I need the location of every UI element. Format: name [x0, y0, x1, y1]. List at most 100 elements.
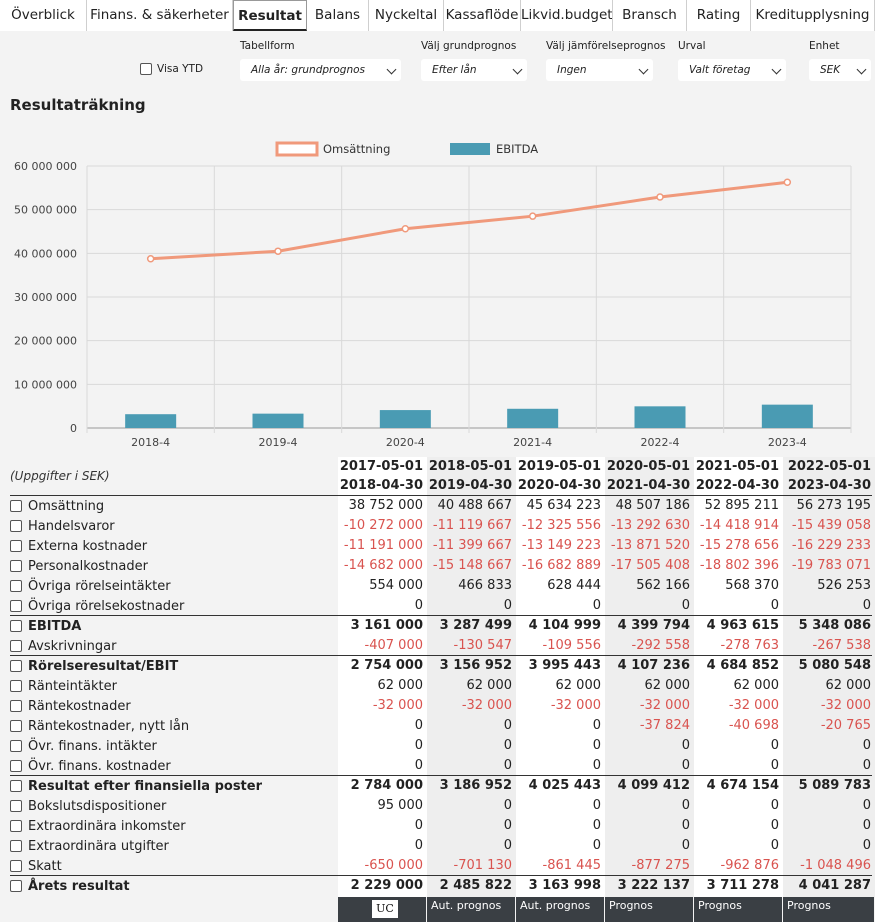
row-checkbox[interactable] [10, 680, 22, 692]
table-cell: 0 [681, 798, 690, 813]
table-cell: -650 000 [364, 858, 423, 873]
tab-kreditupplysning[interactable]: Kreditupplysning [751, 0, 875, 31]
table-cell: 3 161 000 [350, 618, 423, 633]
row-checkbox[interactable] [10, 540, 22, 552]
table-cell: -32 000 [728, 698, 779, 713]
row-checkbox[interactable] [10, 720, 22, 732]
tab-resultat[interactable]: Resultat [233, 0, 307, 31]
row-checkbox[interactable] [10, 500, 22, 512]
row-label-text: Räntekostnader [28, 698, 131, 714]
table-row: Räntekostnader, nytt lån 0 0 0 -37 824 -40 69… [0, 716, 875, 736]
tabellform-label: Tabellform [240, 40, 295, 52]
table-cell: -278 763 [720, 638, 779, 653]
ebitda-bar [761, 404, 813, 428]
x-tick-label: 2021-4 [513, 436, 552, 449]
table-cell: -962 876 [720, 858, 779, 873]
row-checkbox[interactable] [10, 600, 22, 612]
ebitda-bar [634, 406, 686, 428]
tab-likvid-budget[interactable]: Likvid.budget [521, 0, 613, 31]
source-footer: Aut. prognos [516, 897, 604, 922]
table-cell: 0 [592, 818, 601, 833]
grundprognos-select[interactable]: Efter lån [421, 59, 527, 81]
row-label-text: Externa kostnader [28, 538, 148, 554]
chevron-down-icon [638, 64, 649, 75]
row-checkbox[interactable] [10, 700, 22, 712]
table-cell: 3 287 499 [439, 618, 512, 633]
row-checkbox[interactable] [10, 780, 22, 792]
period-header: 2020-05-01 2021-04-30 [605, 457, 694, 495]
table-cell: 0 [503, 798, 512, 813]
row-checkbox[interactable] [10, 840, 22, 852]
row-checkbox[interactable] [10, 880, 22, 892]
legend-label: Omsättning [323, 142, 390, 156]
table-cell: 4 025 443 [528, 778, 601, 793]
row-label-text: Extraordinära inkomster [28, 818, 186, 834]
row-checkbox[interactable] [10, 800, 22, 812]
ebitda-bar [252, 413, 304, 428]
table-cell: -14 418 914 [699, 518, 779, 533]
row-label-text: Bokslutsdispositioner [28, 798, 167, 814]
ytd-checkbox[interactable] [140, 63, 152, 75]
legend-swatch-ebitda [450, 143, 490, 155]
y-tick-label: 10 000 000 [14, 378, 77, 391]
period-column [605, 457, 694, 897]
row-checkbox[interactable] [10, 740, 22, 752]
table-cell: 38 752 000 [348, 498, 423, 513]
row-checkbox[interactable] [10, 560, 22, 572]
enhet-label: Enhet [809, 40, 840, 52]
row-checkbox[interactable] [10, 620, 22, 632]
table-cell: 62 000 [644, 678, 691, 693]
tab-nyckeltal[interactable]: Nyckeltal [369, 0, 444, 31]
grundprognos-label: Välj grundprognos [421, 40, 517, 52]
period-to: 2019-04-30 [428, 478, 512, 493]
row-label: Räntekostnader, nytt lån [10, 716, 189, 736]
tab-balans[interactable]: Balans [307, 0, 369, 31]
table-row: Omsättning 38 752 000 40 488 667 45 634 223… [0, 496, 875, 516]
period-to: 2020-04-30 [517, 478, 601, 493]
jamforelse-label: Välj jämförelseprognos [546, 40, 666, 52]
table-cell: 0 [503, 818, 512, 833]
source-footer: Aut. prognos [427, 897, 515, 922]
tab-rating[interactable]: Rating [687, 0, 751, 31]
table-cell: 0 [862, 798, 871, 813]
table-cell: 0 [503, 598, 512, 613]
row-checkbox[interactable] [10, 660, 22, 672]
urval-label: Urval [678, 40, 706, 52]
table-cell: 628 444 [547, 578, 601, 593]
row-checkbox[interactable] [10, 520, 22, 532]
source-footer: Prognos [605, 897, 693, 922]
jamforelse-select[interactable]: Ingen [546, 59, 653, 81]
table-row: Övriga rörelseintäkter 554 000 466 833 628 … [0, 576, 875, 596]
table-cell: 0 [681, 598, 690, 613]
table-cell: 62 000 [733, 678, 780, 693]
tabellform-select[interactable]: Alla år: grundprognos [240, 59, 401, 81]
table-cell: 4 684 852 [706, 658, 779, 673]
row-checkbox[interactable] [10, 640, 22, 652]
y-tick-label: 50 000 000 [14, 204, 77, 217]
row-checkbox[interactable] [10, 580, 22, 592]
row-checkbox[interactable] [10, 860, 22, 872]
tab-kassaflöde[interactable]: Kassaflöde [444, 0, 521, 31]
unit-note: (Uppgifter i SEK) [10, 469, 110, 483]
row-label-text: Skatt [28, 858, 62, 874]
table-row: Rörelseresultat/EBIT 2 754 000 3 156 952 3 … [0, 656, 875, 676]
ytd-toggle[interactable]: Visa YTD [140, 63, 203, 75]
table-cell: 4 963 615 [706, 618, 779, 633]
enhet-select[interactable]: SEK [809, 59, 871, 81]
tab-överblick[interactable]: Överblick [0, 0, 87, 31]
row-checkbox[interactable] [10, 760, 22, 772]
urval-select[interactable]: Valt företag [678, 59, 786, 81]
tab-finans-säkerheter[interactable]: Finans. & säkerheter [87, 0, 233, 31]
table-cell: 0 [770, 818, 779, 833]
row-label: Handelsvaror [10, 516, 115, 536]
table-cell: 0 [862, 598, 871, 613]
omsattning-line [150, 180, 788, 261]
source-label: Aut. prognos [520, 899, 591, 912]
source-footer: Prognos [694, 897, 782, 922]
tab-bransch[interactable]: Bransch [613, 0, 687, 31]
table-cell: 48 507 186 [615, 498, 690, 513]
row-checkbox[interactable] [10, 820, 22, 832]
table-cell: 3 156 952 [439, 658, 512, 673]
table-cell: 0 [770, 758, 779, 773]
section-rule [10, 775, 872, 776]
